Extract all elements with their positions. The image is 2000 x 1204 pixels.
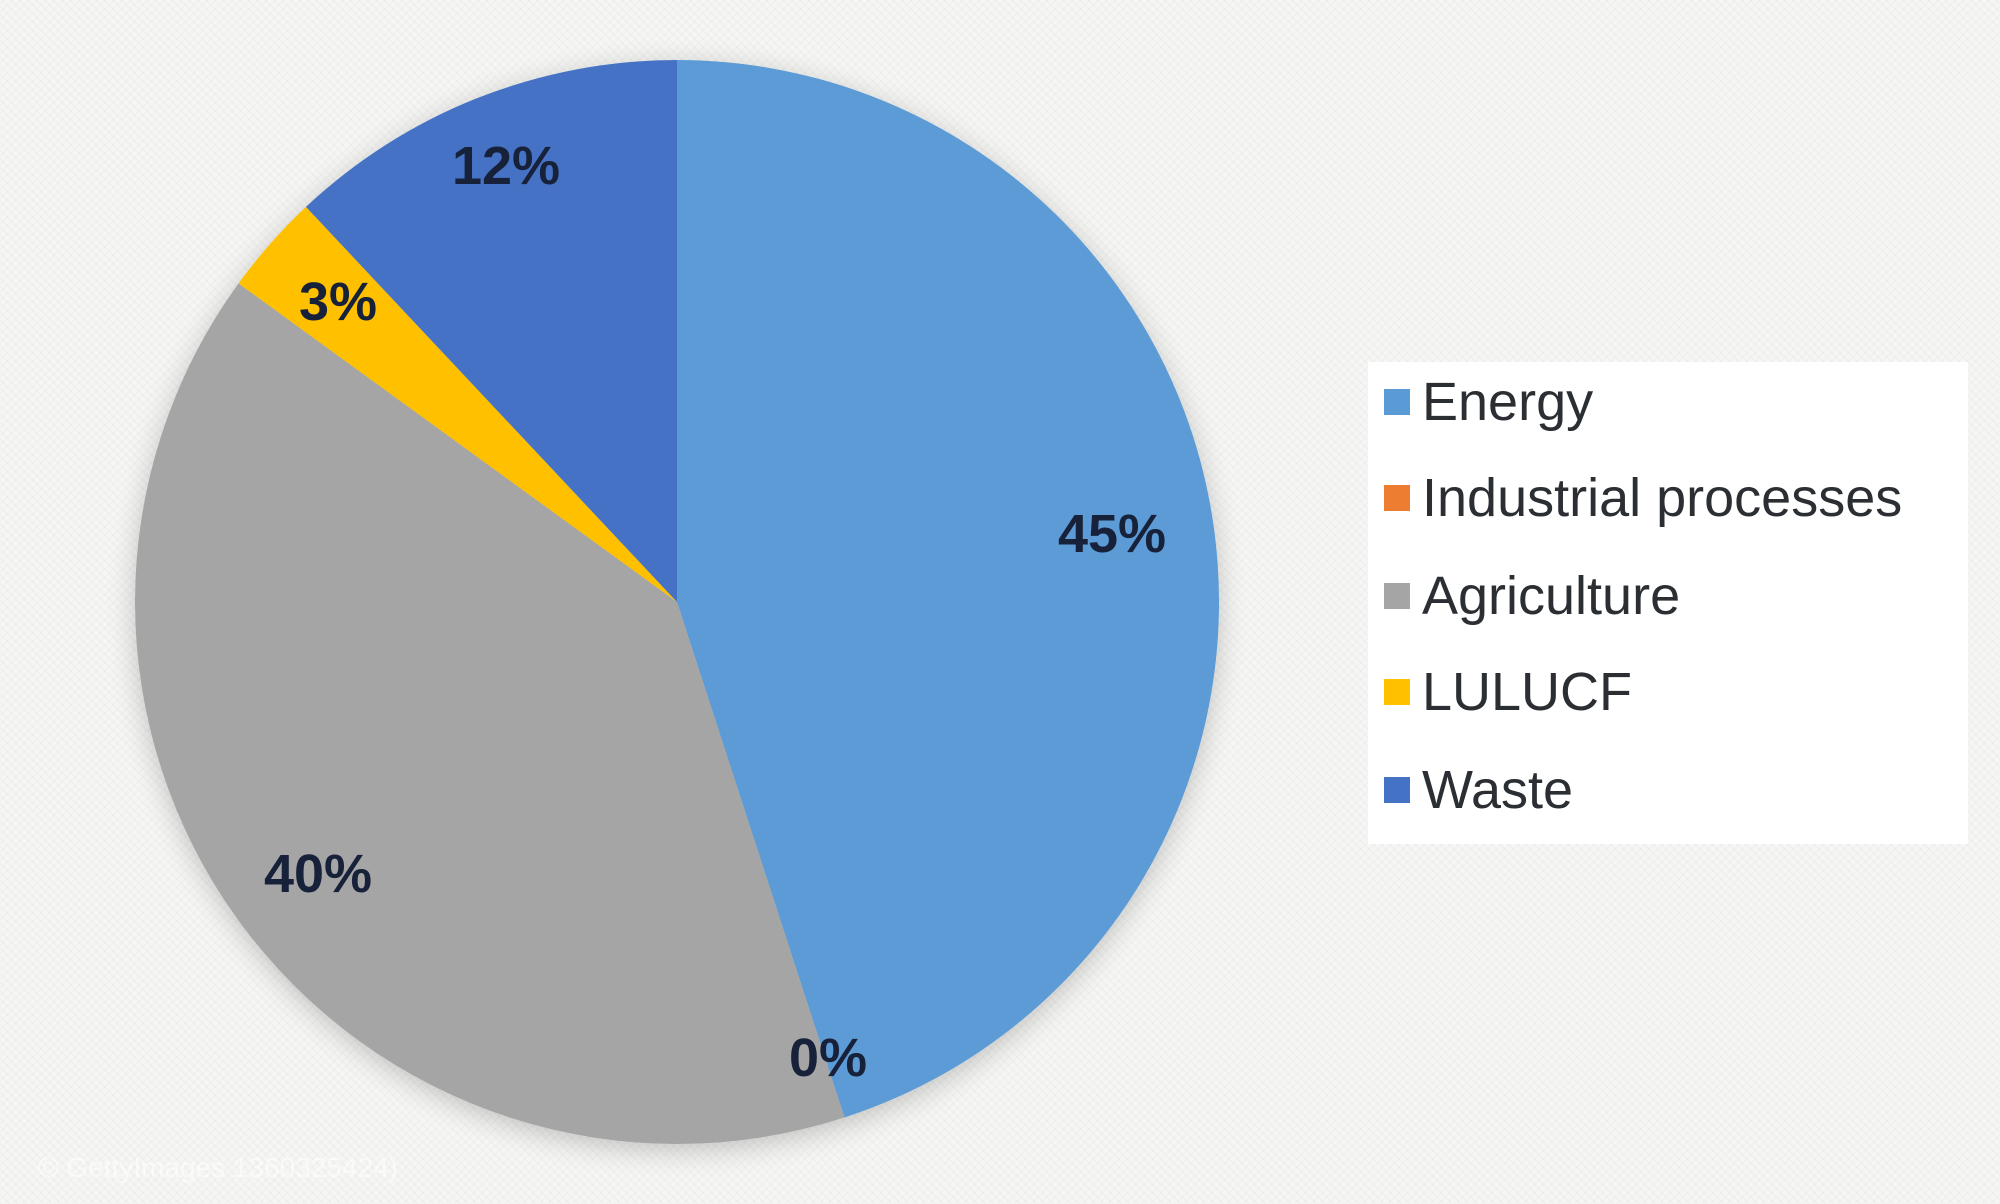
pie-slices <box>134 59 1220 1144</box>
legend-entry-energy: Energy <box>1384 372 1593 432</box>
legend-swatch-energy <box>1384 389 1410 415</box>
legend-label-industrial-processes: Industrial processes <box>1422 468 1903 528</box>
slice-label-energy: 45% <box>1058 504 1166 564</box>
legend-swatch-agriculture <box>1384 583 1410 609</box>
pie-slice-agriculture <box>134 283 845 1144</box>
legend-swatch-waste <box>1384 777 1410 803</box>
legend-label-lulucf: LULUCF <box>1422 662 1633 722</box>
legend-label-energy: Energy <box>1422 372 1594 432</box>
pie-slice-energy <box>677 60 1220 1118</box>
legend-entry-industrial-processes: Industrial processes <box>1384 468 1902 528</box>
watermark-text: © GettyImages 1360325424) <box>38 1152 398 1183</box>
legend-swatch-industrial-processes <box>1384 485 1410 511</box>
slice-label-industrial-processes: 0% <box>789 1028 867 1088</box>
pie-slice-labels: 45% 0% 40% 3% 12% <box>264 136 1166 1088</box>
pie-slice-lulucf <box>238 206 677 603</box>
legend-swatch-lulucf <box>1384 679 1410 705</box>
slice-label-waste: 12% <box>452 136 560 196</box>
legend-label-waste: Waste <box>1422 760 1574 820</box>
legend-entry-lulucf: LULUCF <box>1384 662 1632 722</box>
pie-slice-waste <box>305 59 677 602</box>
legend-entry-waste: Waste <box>1384 760 1573 820</box>
chart-legend: Energy Industrial processes Agriculture … <box>1368 362 1968 844</box>
legend-label-agriculture: Agriculture <box>1422 566 1681 626</box>
legend-entry-agriculture: Agriculture <box>1384 566 1680 626</box>
slice-label-agriculture: 40% <box>264 844 372 904</box>
slice-label-lulucf: 3% <box>299 272 377 332</box>
